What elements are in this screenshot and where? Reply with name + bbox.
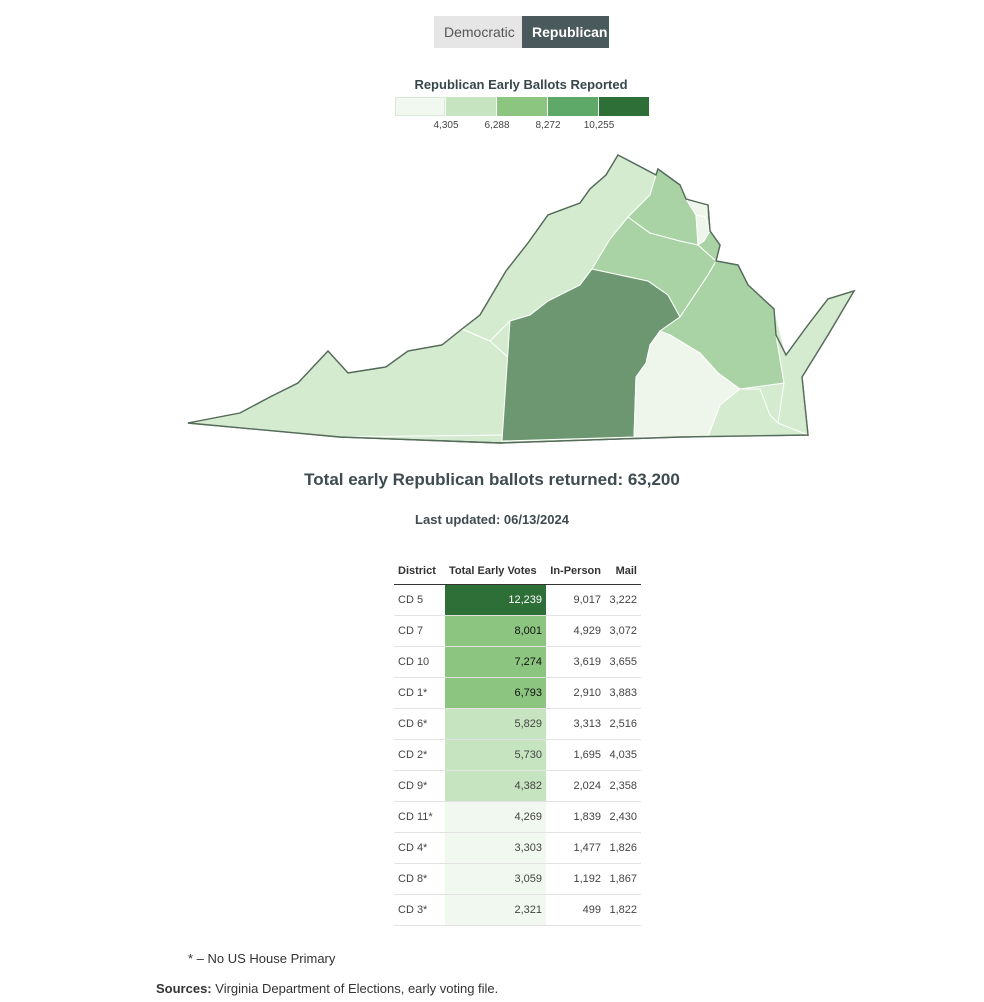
last-updated: Last updated: 06/13/2024 [415, 512, 569, 527]
mail-cell: 1,867 [605, 863, 641, 895]
legend-swatch [548, 97, 598, 116]
district-cell: CD 7 [394, 615, 445, 647]
total-early-votes-cell: 6,793 [445, 677, 546, 709]
legend-swatch [395, 97, 445, 116]
legend-title: Republican Early Ballots Reported [414, 77, 628, 92]
district-cell: CD 10 [394, 646, 445, 678]
total-early-votes-cell: 5,829 [445, 708, 546, 740]
in-person-cell: 3,619 [546, 646, 605, 678]
total-early-votes-cell: 8,001 [445, 615, 546, 647]
mail-cell: 3,883 [605, 677, 641, 709]
district-cell: CD 9* [394, 770, 445, 802]
total-early-votes-cell: 3,303 [445, 832, 546, 864]
table-row: CD 10 7,274 3,619 3,655 [394, 646, 641, 678]
district-cell: CD 2* [394, 739, 445, 771]
table-row: CD 3* 2,321 499 1,822 [394, 894, 641, 926]
table-row: CD 6* 5,829 3,313 2,516 [394, 708, 641, 740]
mail-cell: 4,035 [605, 739, 641, 771]
democratic-tab[interactable]: Democratic [434, 16, 522, 48]
in-person-cell: 1,477 [546, 832, 605, 864]
table-row: CD 2* 5,730 1,695 4,035 [394, 739, 641, 771]
mail-cell: 2,516 [605, 708, 641, 740]
total-early-votes-cell: 4,269 [445, 801, 546, 833]
in-person-cell: 2,910 [546, 677, 605, 709]
district-cell: CD 1* [394, 677, 445, 709]
sources: Sources: Virginia Department of Election… [156, 981, 498, 996]
district-cell: CD 8* [394, 863, 445, 895]
party-toggle: Democratic Republican [434, 16, 609, 48]
mail-cell: 3,072 [605, 615, 641, 647]
district-cell: CD 4* [394, 832, 445, 864]
district-cell: CD 3* [394, 894, 445, 926]
color-legend [395, 97, 650, 116]
in-person-cell: 2,024 [546, 770, 605, 802]
header-in-person: In-Person [546, 557, 605, 585]
total-early-votes-cell: 7,274 [445, 646, 546, 678]
mail-cell: 3,655 [605, 646, 641, 678]
virginia-border [187, 154, 856, 444]
in-person-cell: 3,313 [546, 708, 605, 740]
table-row: CD 7 8,001 4,929 3,072 [394, 615, 641, 647]
district-cell: CD 11* [394, 801, 445, 833]
in-person-cell: 1,839 [546, 801, 605, 833]
legend-tick-label: 6,288 [484, 120, 510, 131]
total-early-votes-cell: 5,730 [445, 739, 546, 771]
table-row: CD 4* 3,303 1,477 1,826 [394, 832, 641, 864]
in-person-cell: 499 [546, 894, 605, 926]
total-ballots-heading: Total early Republican ballots returned:… [304, 470, 680, 489]
republican-tab[interactable]: Republican [522, 16, 609, 48]
mail-cell: 2,430 [605, 801, 641, 833]
legend-swatch [497, 97, 547, 116]
footnote: * – No US House Primary [188, 951, 336, 966]
table-row: CD 9* 4,382 2,024 2,358 [394, 770, 641, 802]
mail-cell: 2,358 [605, 770, 641, 802]
sources-text: Virginia Department of Elections, early … [211, 981, 499, 996]
table-header-row: District Total Early Votes In-Person Mai… [394, 557, 641, 585]
district-cell: CD 6* [394, 708, 445, 740]
table-row: CD 5 12,239 9,017 3,222 [394, 584, 641, 616]
total-early-votes-cell: 2,321 [445, 894, 546, 926]
table-row: CD 8* 3,059 1,192 1,867 [394, 863, 641, 895]
header-total-early-votes: Total Early Votes [445, 557, 546, 585]
table-row: CD 1* 6,793 2,910 3,883 [394, 677, 641, 709]
mail-cell: 1,822 [605, 894, 641, 926]
legend-tick-label: 10,255 [583, 120, 615, 131]
in-person-cell: 1,192 [546, 863, 605, 895]
legend-swatch [446, 97, 496, 116]
district-cell: CD 5 [394, 584, 445, 616]
sources-label: Sources: [156, 981, 212, 996]
mail-cell: 3,222 [605, 584, 641, 616]
district-cd9[interactable] [187, 328, 511, 438]
total-early-votes-cell: 3,059 [445, 863, 546, 895]
header-mail: Mail [605, 557, 641, 585]
in-person-cell: 9,017 [546, 584, 605, 616]
in-person-cell: 4,929 [546, 615, 605, 647]
total-early-votes-cell: 4,382 [445, 770, 546, 802]
virginia-district-map [187, 154, 856, 444]
header-district: District [394, 557, 445, 585]
district-results-table: District Total Early Votes In-Person Mai… [394, 557, 641, 926]
table-row: CD 11* 4,269 1,839 2,430 [394, 801, 641, 833]
legend-tick-label: 8,272 [535, 120, 561, 131]
legend-swatch [599, 97, 649, 116]
in-person-cell: 1,695 [546, 739, 605, 771]
legend-tick-label: 4,305 [433, 120, 459, 131]
total-early-votes-cell: 12,239 [445, 584, 546, 616]
mail-cell: 1,826 [605, 832, 641, 864]
